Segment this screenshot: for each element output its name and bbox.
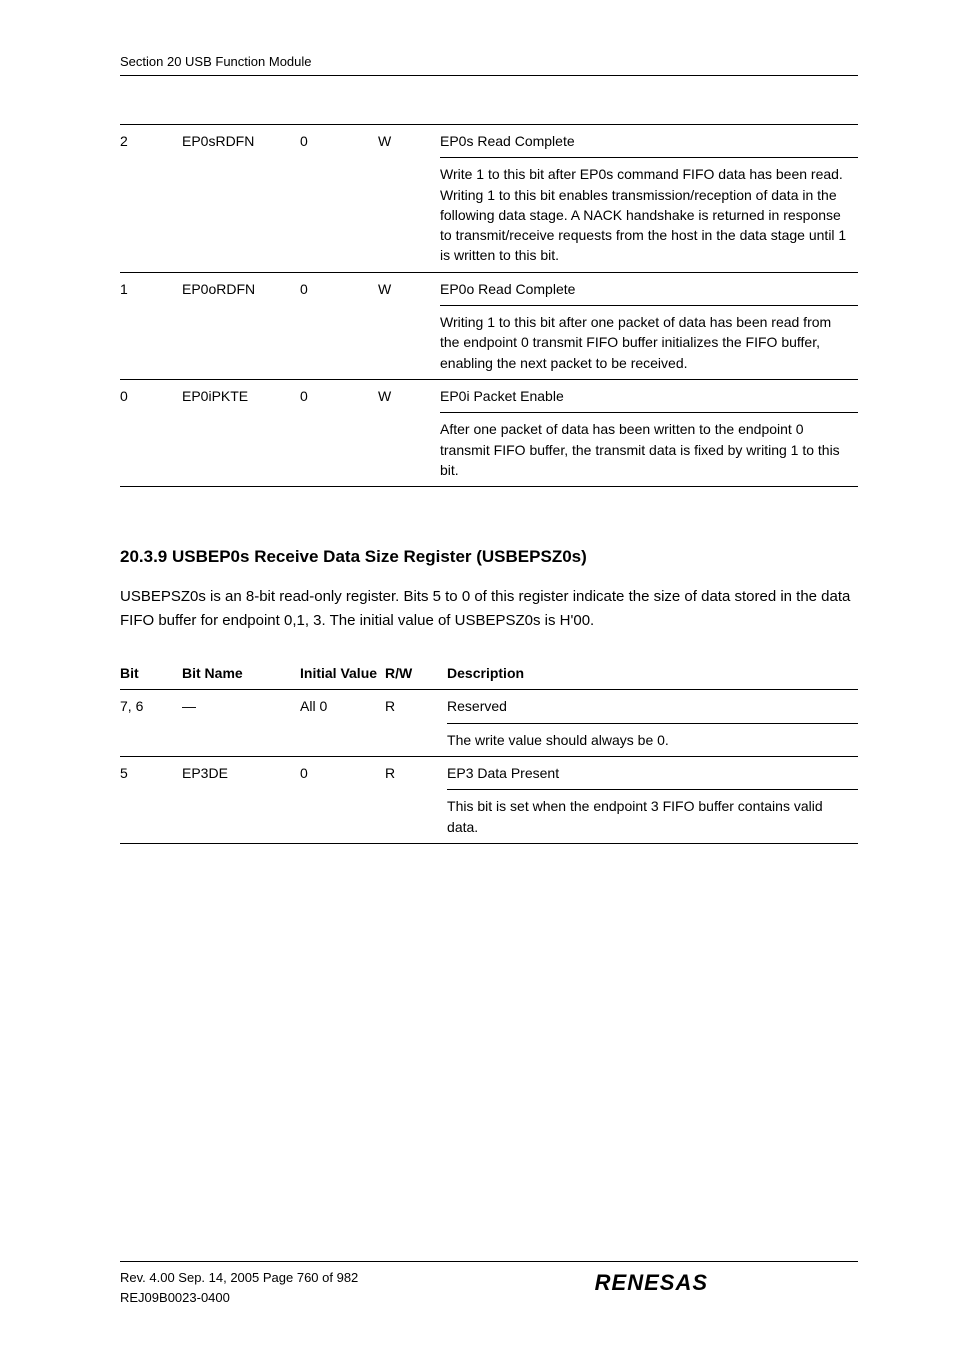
cell-rw: W <box>378 272 440 305</box>
cell-bit: 0 <box>120 379 182 412</box>
register-table-1: 2 EP0sRDFN 0 W EP0s Read Complete Write … <box>120 124 858 487</box>
cell-desc: EP0i Packet Enable <box>440 379 858 412</box>
table-row: Writing 1 to this bit after one packet o… <box>120 306 858 380</box>
cell-desc: The write value should always be 0. <box>447 723 858 756</box>
cell-name <box>182 413 300 487</box>
cell-desc: EP0s Read Complete <box>440 125 858 158</box>
cell-name: — <box>182 690 300 723</box>
cell-name <box>182 723 300 756</box>
cell-name <box>182 306 300 380</box>
th-rw: R/W <box>385 657 447 690</box>
table-row: 7, 6 — All 0 R Reserved <box>120 690 858 723</box>
cell-bit: 5 <box>120 757 182 790</box>
table-row: 2 EP0sRDFN 0 W EP0s Read Complete <box>120 125 858 158</box>
table-row: Write 1 to this bit after EP0s command F… <box>120 158 858 272</box>
table-row: After one packet of data has been writte… <box>120 413 858 487</box>
cell-bit <box>120 306 182 380</box>
cell-rw <box>378 158 440 272</box>
cell-init <box>300 723 385 756</box>
table-header-row: Bit Bit Name Initial Value R/W Descripti… <box>120 657 858 690</box>
cell-init: 0 <box>300 757 385 790</box>
running-head: Section 20 USB Function Module <box>120 54 858 76</box>
register-table-2: Bit Bit Name Initial Value R/W Descripti… <box>120 657 858 844</box>
cell-init: All 0 <box>300 690 385 723</box>
cell-bit <box>120 723 182 756</box>
cell-init <box>300 306 378 380</box>
table-row: 5 EP3DE 0 R EP3 Data Present <box>120 757 858 790</box>
table-row: The write value should always be 0. <box>120 723 858 756</box>
renesas-logo: RENESAS <box>595 1268 858 1296</box>
cell-init: 0 <box>300 379 378 412</box>
cell-rw <box>385 723 447 756</box>
cell-init <box>300 790 385 844</box>
cell-bit <box>120 790 182 844</box>
footer-rev-line: Rev. 4.00 Sep. 14, 2005 Page 760 of 982 <box>120 1268 595 1288</box>
page-footer: Rev. 4.00 Sep. 14, 2005 Page 760 of 982 … <box>120 1261 858 1307</box>
section-heading: 20.3.9 USBEP0s Receive Data Size Registe… <box>120 547 858 567</box>
cell-desc: EP3 Data Present <box>447 757 858 790</box>
table-row: 0 EP0iPKTE 0 W EP0i Packet Enable <box>120 379 858 412</box>
table-row: This bit is set when the endpoint 3 FIFO… <box>120 790 858 844</box>
th-desc: Description <box>447 657 858 690</box>
cell-bit <box>120 158 182 272</box>
cell-rw: W <box>378 379 440 412</box>
cell-desc: This bit is set when the endpoint 3 FIFO… <box>447 790 858 844</box>
cell-init: 0 <box>300 272 378 305</box>
cell-desc: Write 1 to this bit after EP0s command F… <box>440 158 858 272</box>
cell-desc: EP0o Read Complete <box>440 272 858 305</box>
footer-doc-number: REJ09B0023-0400 <box>120 1288 595 1308</box>
th-init: Initial Value <box>300 657 385 690</box>
cell-rw: R <box>385 690 447 723</box>
cell-name <box>182 790 300 844</box>
section-paragraph: USBEPSZ0s is an 8-bit read-only register… <box>120 585 858 633</box>
cell-name <box>182 158 300 272</box>
cell-rw <box>378 413 440 487</box>
cell-bit: 2 <box>120 125 182 158</box>
cell-name: EP3DE <box>182 757 300 790</box>
cell-init <box>300 158 378 272</box>
cell-name: EP0iPKTE <box>182 379 300 412</box>
cell-rw: W <box>378 125 440 158</box>
cell-rw <box>385 790 447 844</box>
th-name: Bit Name <box>182 657 300 690</box>
cell-init: 0 <box>300 125 378 158</box>
cell-desc: After one packet of data has been writte… <box>440 413 858 487</box>
cell-name: EP0sRDFN <box>182 125 300 158</box>
cell-name: EP0oRDFN <box>182 272 300 305</box>
cell-bit: 1 <box>120 272 182 305</box>
cell-rw <box>378 306 440 380</box>
cell-rw: R <box>385 757 447 790</box>
cell-desc: Reserved <box>447 690 858 723</box>
cell-init <box>300 413 378 487</box>
cell-desc: Writing 1 to this bit after one packet o… <box>440 306 858 380</box>
table-row: 1 EP0oRDFN 0 W EP0o Read Complete <box>120 272 858 305</box>
cell-bit <box>120 413 182 487</box>
th-bit: Bit <box>120 657 182 690</box>
cell-bit: 7, 6 <box>120 690 182 723</box>
